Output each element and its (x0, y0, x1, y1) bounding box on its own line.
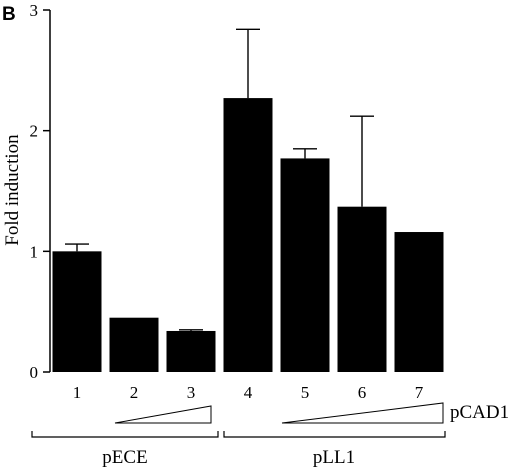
y-axis: 0 1 2 3 (30, 1, 51, 382)
pcad1-label: pCAD1 (450, 402, 509, 423)
pcad1-wedge-pll1 (281, 402, 444, 424)
group-bracket-pll1 (223, 431, 446, 438)
x-tick-label-3: 3 (187, 383, 196, 402)
error-bar-5 (293, 148, 317, 159)
error-bar-3 (179, 329, 203, 331)
x-tick-label-2: 2 (130, 383, 139, 402)
bar-5 (280, 158, 330, 372)
bar-6 (337, 206, 387, 372)
y-tick-label: 1 (30, 242, 39, 261)
x-tick-label-6: 6 (358, 383, 367, 402)
bar-7 (394, 232, 444, 372)
pcad1-wedge-pece (114, 405, 212, 424)
bar-2 (109, 317, 159, 372)
y-tick-label: 0 (30, 363, 39, 382)
bars (52, 98, 444, 372)
bar-4 (223, 98, 273, 372)
y-tick-label: 3 (30, 1, 39, 20)
x-tick-label-4: 4 (244, 383, 253, 402)
x-tick-label-1: 1 (73, 383, 82, 402)
x-tick-label-7: 7 (415, 383, 424, 402)
group-bracket-pece (31, 431, 219, 438)
x-tick-labels: 1 2 3 4 5 6 7 (73, 383, 424, 402)
bar-1 (52, 251, 102, 372)
panel-label: B (2, 4, 16, 25)
y-axis-label: Fold induction (2, 134, 23, 246)
y-tick-label: 2 (30, 122, 39, 141)
error-bar-4 (236, 28, 260, 99)
error-bar-1 (65, 243, 89, 252)
error-bar-6 (350, 115, 374, 207)
x-tick-label-5: 5 (301, 383, 310, 402)
bar-3 (166, 330, 216, 372)
group-label-pece: pECE (102, 447, 147, 468)
error-bars (65, 28, 374, 331)
group-label-pll1: pLL1 (313, 447, 355, 468)
